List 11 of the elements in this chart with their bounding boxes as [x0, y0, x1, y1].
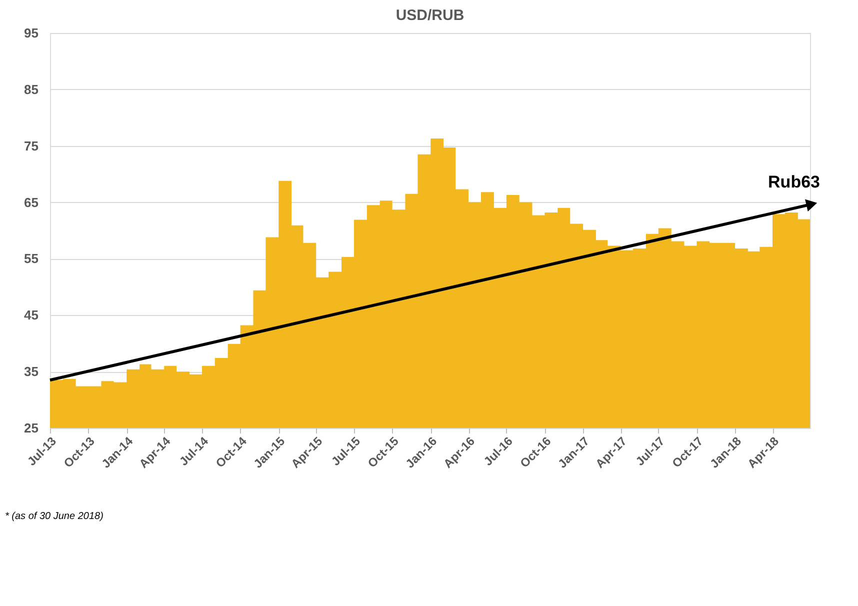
y-tick-label: 35	[24, 364, 38, 380]
y-tick-label: 55	[24, 251, 38, 266]
chart-title: USD/RUB	[396, 7, 464, 24]
y-tick-label: 65	[24, 194, 38, 210]
y-tick-label: 95	[24, 26, 38, 40]
y-tick-label: 25	[24, 420, 38, 436]
text: * (as of 30 June 2018)	[5, 511, 104, 522]
annotation: Rub63	[768, 172, 820, 192]
y-tick-label: 75	[24, 138, 38, 154]
y-tick-label: 85	[24, 82, 38, 97]
y-tick-label: 45	[24, 308, 38, 323]
